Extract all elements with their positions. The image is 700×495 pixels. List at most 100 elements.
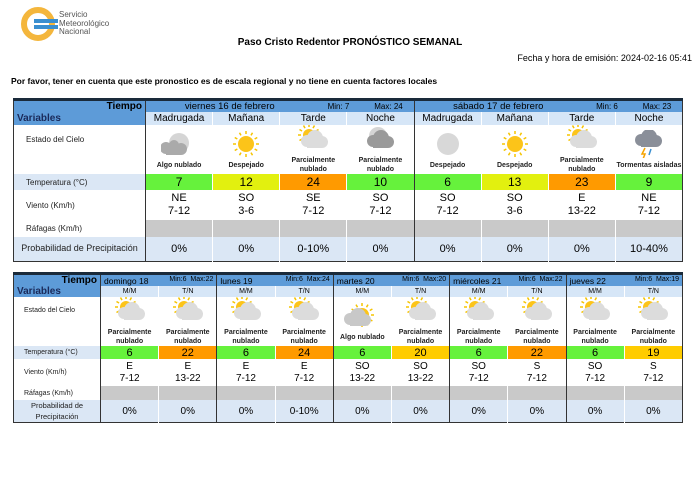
gusts-value (413, 220, 482, 237)
sky-description: Despejado (429, 161, 466, 169)
precip-label: Probabilidad de Precipitación (13, 237, 146, 261)
wind-label: Viento (Km/h) (26, 200, 75, 210)
wind-direction: SO (413, 360, 428, 372)
sky-cell: Tormentas aisladas (614, 125, 683, 174)
temperature-value: 7 (144, 174, 213, 190)
period-header: Mañana (212, 112, 280, 125)
temperature-value: 10 (346, 174, 414, 190)
sky-description: Parcialmente nublado (573, 329, 617, 345)
temperature-value: 6 (449, 346, 508, 359)
period-header: M/M (449, 286, 508, 297)
sky-cell: Parcialmente nublado (507, 297, 566, 346)
precip-probability: 0% (480, 237, 549, 261)
wind-direction: SO (587, 360, 603, 372)
period-header: T/N (158, 286, 217, 297)
wind-speed: 13-22 (567, 205, 596, 217)
gusts-value (144, 220, 213, 237)
temperature-value: 22 (158, 346, 217, 359)
period-header: Noche (346, 112, 414, 125)
precip-probability: 0% (346, 237, 414, 261)
wind-direction: E (300, 360, 308, 372)
gusts-value (274, 386, 334, 400)
wind-speed: 3-6 (506, 205, 523, 217)
precip-probability: 0% (144, 237, 213, 261)
sky-description: Parcialmente nublado (631, 329, 676, 345)
day-header: domingo 18 Min:6 Max:22 (99, 273, 217, 286)
sky-cell: Parcialmente nublado (279, 125, 347, 174)
sun-cloud-icon (172, 297, 203, 320)
temperature-value: 12 (212, 174, 280, 190)
temperature-value: 13 (480, 174, 549, 190)
temperature-value: 23 (547, 174, 616, 190)
gusts-value (332, 386, 392, 400)
period-header: T/N (274, 286, 334, 297)
wind-speed: 7-12 (526, 372, 547, 384)
tiempo-header: Tiempo (13, 273, 101, 286)
wind-cell: SO 13-22 (332, 359, 392, 386)
period-header: T/N (507, 286, 566, 297)
temperature-label: Temperatura (°C) (13, 174, 146, 190)
sky-description: Parcialmente nublado (456, 329, 501, 345)
page-title: Paso Cristo Redentor PRONÓSTICO SEMANAL (237, 37, 463, 48)
period-header: M/M (99, 286, 159, 297)
sky-description: Algo nublado (156, 161, 202, 169)
wind-direction: SO (506, 192, 523, 204)
wind-cell: E 13-22 (158, 359, 217, 386)
smn-logo-icon (21, 7, 58, 41)
day-header: miércoles 21 Min:6 Max:22 (449, 273, 566, 286)
variables-header: Variables (13, 112, 146, 125)
sun-cloud-icon (230, 297, 261, 320)
forecast-table-days-1-2: Tiempo viernes 16 de febrero Min: 7 Max: 24… (13, 98, 683, 262)
sun-cloud-icon (405, 297, 436, 320)
sun-cloud-icon (114, 297, 145, 320)
gusts-value (547, 220, 616, 237)
wind-cell: SO 3-6 (480, 190, 549, 220)
wind-speed: 7-12 (436, 205, 459, 217)
gusts-value (565, 386, 625, 400)
precip-probability: 0% (413, 237, 482, 261)
wind-cell: SO 7-12 (413, 190, 482, 220)
emission-datetime: Fecha y hora de emisión: 2024-02-16 05:4… (517, 53, 692, 63)
sky-cell: Parcialmente nublado (158, 297, 217, 346)
wind-direction: E (184, 360, 192, 372)
sky-label: Estado del Cielo (24, 307, 75, 314)
wind-cell: SO 7-12 (449, 359, 508, 386)
wind-direction: SO (471, 360, 486, 372)
sky-description: Parcialmente nublado (282, 329, 326, 345)
wind-direction: E (242, 360, 250, 372)
wind-cell: E 7-12 (216, 359, 276, 386)
precip-probability: 0% (507, 400, 566, 423)
precip-probability: 0% (449, 400, 508, 423)
gusts-value (158, 386, 217, 400)
gusts-value (614, 220, 683, 237)
sky-description: Parcialmente nublado (358, 157, 403, 173)
moon-cloud-icon (367, 127, 395, 148)
wind-cell: E 7-12 (99, 359, 159, 386)
temperature-value: 22 (507, 346, 566, 359)
sun-cloud-icon (289, 297, 320, 320)
tiempo-header: Tiempo (13, 99, 146, 112)
gusts-value (346, 220, 414, 237)
temperature-value: 6 (413, 174, 482, 190)
wind-cell: S 7-12 (507, 359, 566, 386)
period-header: Noche (614, 112, 683, 125)
temperature-value: 6 (216, 346, 276, 359)
temperature-value: 24 (279, 174, 347, 190)
sky-cell: Parcialmente nublado (99, 297, 159, 346)
period-header: Tarde (547, 112, 616, 125)
sun-cloud-icon (521, 297, 552, 320)
precip-probability: 0% (212, 237, 280, 261)
day-header: viernes 16 de febrero Min: 7 Max: 24 (145, 99, 414, 112)
sky-cell: Despejado (413, 125, 482, 174)
wind-direction: S (533, 360, 541, 372)
sun-cloud-icon (298, 125, 329, 148)
wind-cell: SO 7-12 (565, 359, 625, 386)
temperature-value: 20 (390, 346, 450, 359)
temperature-value: 24 (274, 346, 334, 359)
sky-description: Parcialmente nublado (291, 157, 336, 173)
gusts-label: Ráfagas (Km/h) (26, 224, 83, 233)
wind-direction: SO (355, 360, 370, 372)
wind-speed: 7-12 (637, 205, 660, 217)
gusts-value (390, 386, 450, 400)
storm-icon (634, 128, 662, 159)
